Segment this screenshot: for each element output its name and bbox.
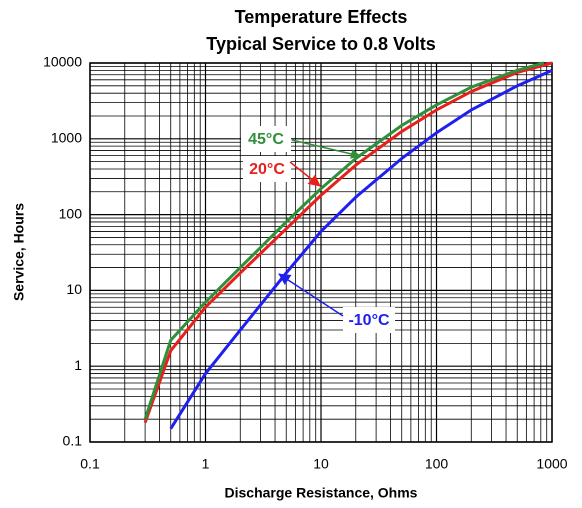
chart-subtitle: Typical Service to 0.8 Volts bbox=[206, 34, 435, 54]
label-arrow bbox=[289, 161, 321, 187]
y-tick-label: 10 bbox=[66, 281, 82, 297]
series-label: -10°C bbox=[348, 312, 390, 329]
label-box bbox=[241, 126, 291, 152]
x-tick-label: 0.1 bbox=[80, 456, 100, 472]
x-axis-title: Discharge Resistance, Ohms bbox=[225, 485, 418, 501]
label-box bbox=[343, 307, 395, 333]
series-line bbox=[143, 61, 545, 420]
y-tick-label: 1000 bbox=[51, 130, 82, 146]
y-tick-label: 1 bbox=[74, 357, 82, 373]
series-label: 45°C bbox=[248, 131, 284, 148]
series-line bbox=[143, 61, 553, 424]
x-tick-label: 1000 bbox=[536, 456, 567, 472]
y-axis-title: Service, Hours bbox=[11, 203, 27, 301]
label-arrow bbox=[278, 273, 344, 317]
plot-frame bbox=[89, 62, 553, 443]
chart-title: Temperature Effects bbox=[235, 7, 408, 27]
y-tick-label: 10000 bbox=[43, 54, 82, 70]
x-tick-label: 100 bbox=[425, 456, 449, 472]
x-tick-label: 10 bbox=[313, 456, 329, 472]
x-tick-label: 1 bbox=[202, 456, 210, 472]
label-arrow bbox=[291, 139, 361, 159]
y-tick-label: 100 bbox=[59, 205, 83, 221]
label-box bbox=[243, 156, 291, 182]
series-label: 20°C bbox=[249, 161, 285, 178]
series-line bbox=[169, 68, 553, 430]
y-tick-label: 0.1 bbox=[63, 433, 83, 449]
